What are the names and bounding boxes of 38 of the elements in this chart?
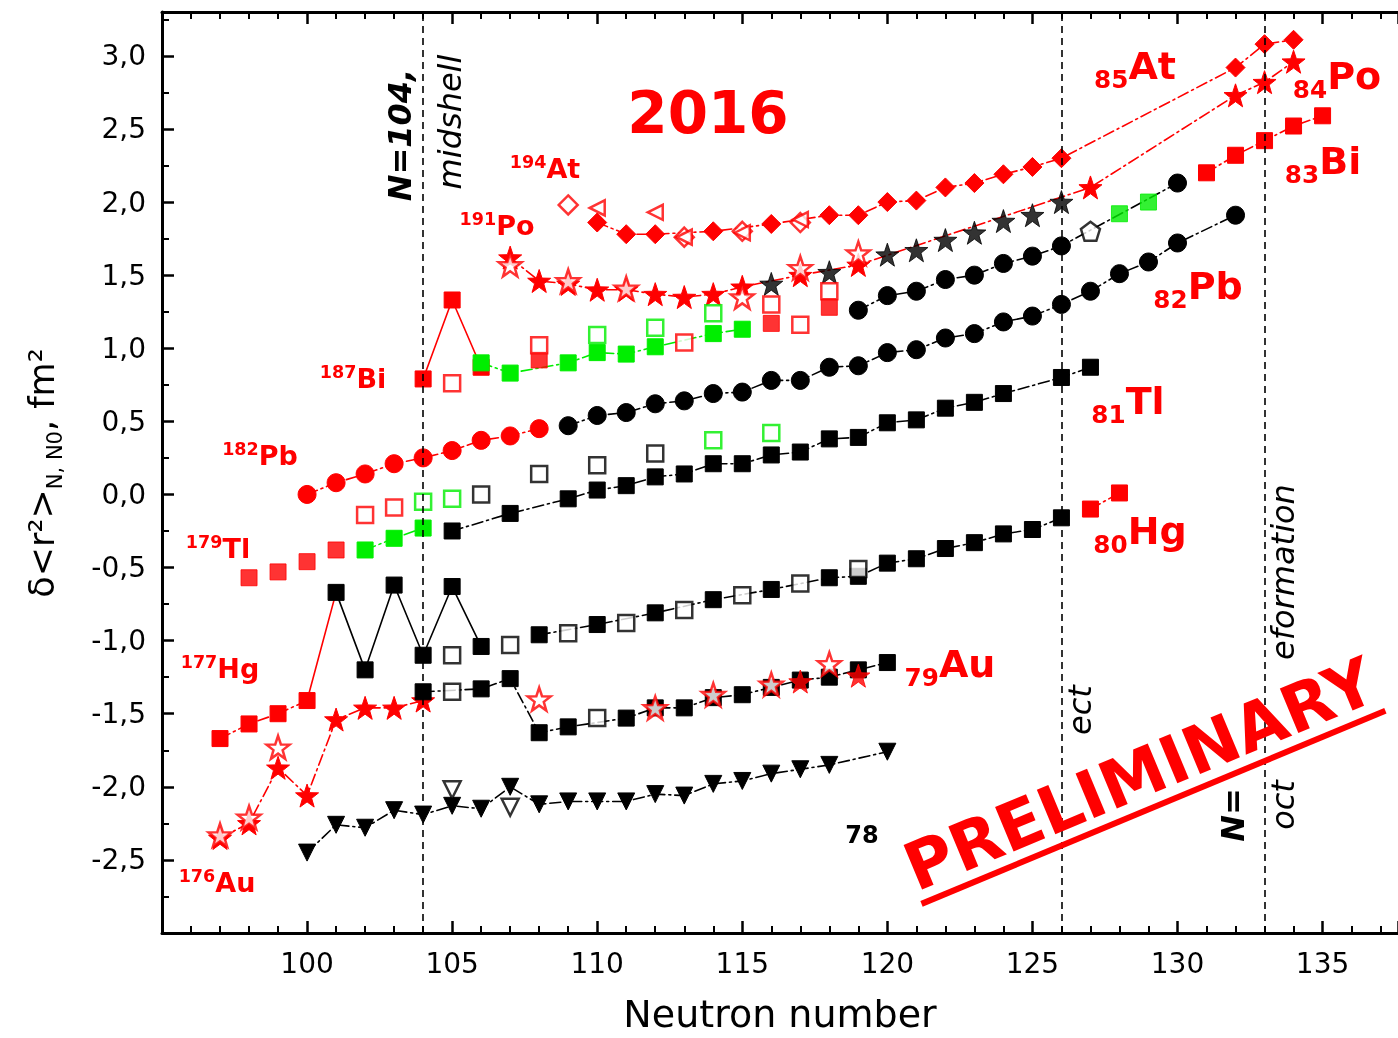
x-tick-label: 115 <box>715 946 770 980</box>
x-tick-label: 130 <box>1150 946 1205 980</box>
annotation: $_{81}$Tl <box>1091 379 1165 429</box>
annotation: 2016 <box>627 79 789 147</box>
annotation: $_{80}$Hg <box>1093 509 1187 559</box>
annotation: $_{84}$Po <box>1292 54 1382 104</box>
y-tick-label: -0,5 <box>91 551 146 585</box>
x-tick-label: 110 <box>570 946 624 980</box>
annotation: midshell <box>431 54 469 190</box>
x-tick-label: 105 <box>425 946 479 980</box>
annotation: $^{177}$Hg <box>180 652 260 684</box>
annotation: $_{82}$Pb <box>1153 264 1243 314</box>
x-tick-label: 125 <box>1005 946 1060 980</box>
annotation: $_{85}$At <box>1094 44 1176 94</box>
y-tick-label: 1,5 <box>101 258 146 292</box>
x-axis-title: Neutron number <box>623 992 938 1036</box>
annotation: N=104, <box>381 68 419 202</box>
annotation: $^{176}$Au <box>178 866 256 898</box>
y-tick-label: -1,0 <box>91 624 146 658</box>
annotation: $^{194}$At <box>509 152 581 184</box>
annotation: $^{187}$Bi <box>319 362 387 394</box>
x-tick-label: 100 <box>280 946 334 980</box>
annotation: $^{179}$Tl <box>185 532 251 564</box>
annotation: $_{83}$Bi <box>1284 139 1362 189</box>
y-tick-label: 0,5 <box>101 404 146 438</box>
y-tick-label: 1,0 <box>101 331 146 365</box>
y-tick-label: 2,0 <box>101 185 146 219</box>
annotation: $^{182}$Pb <box>222 439 298 471</box>
annotation: $^{191}$Po <box>459 209 535 241</box>
y-tick-label: 0,0 <box>101 477 146 511</box>
y-tick-label: 2,5 <box>101 112 146 146</box>
y-tick-label: -2,5 <box>91 843 146 877</box>
annotation: 78 <box>845 821 879 849</box>
y-tick-label: -1,5 <box>91 697 146 731</box>
x-tick-label: 135 <box>1295 946 1350 980</box>
x-tick-label: 120 <box>860 946 915 980</box>
y-tick-label: 3,0 <box>101 39 146 73</box>
y-tick-label: -2,0 <box>91 770 146 804</box>
